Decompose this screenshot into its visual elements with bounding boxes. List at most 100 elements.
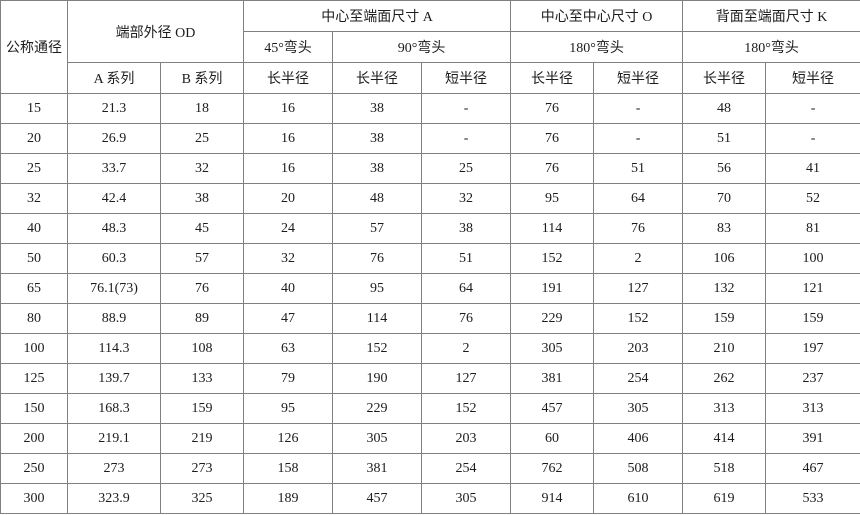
dimension-cell: 108 xyxy=(159,333,245,364)
header-180k-long-radius: 长半径 xyxy=(682,62,767,94)
table-row: 125 139.7 133 79 190 127 381 254 262 237 xyxy=(0,363,860,394)
dimension-cell: 254 xyxy=(421,453,512,484)
dimension-cell: 139.7 xyxy=(67,363,161,394)
dimension-cell: 25 xyxy=(159,123,245,154)
nominal-diameter-cell: 100 xyxy=(0,333,68,364)
header-elbow-180-center: 180°弯头 xyxy=(510,31,684,63)
dimension-cell: 51 xyxy=(421,243,512,274)
header-od-group: 端部外径 OD xyxy=(66,0,245,63)
table-row: 40 48.3 45 24 57 38 114 76 83 81 xyxy=(0,213,860,244)
dimension-cell: 313 xyxy=(682,393,767,424)
dimension-cell: 406 xyxy=(593,423,684,454)
dimension-cell: 45 xyxy=(159,213,245,244)
header-series-a: A 系列 xyxy=(67,62,161,94)
dimension-cell: 70 xyxy=(682,183,767,214)
header-center-to-center-group: 中心至中心尺寸 O xyxy=(510,0,684,32)
dimension-cell: 38 xyxy=(332,153,423,184)
dimension-cell: 133 xyxy=(159,363,245,394)
table-row: 200 219.1 219 126 305 203 60 406 414 391 xyxy=(0,423,860,454)
dimension-cell: 191 xyxy=(510,273,595,304)
dimension-cell: 32 xyxy=(421,183,512,214)
table-row: 15 21.3 18 16 38-76-48- xyxy=(0,93,860,124)
header-series-b: B 系列 xyxy=(159,62,245,94)
dimension-cell: 197 xyxy=(765,333,860,364)
table-row: 20 26.9 25 16 38-76-51- xyxy=(0,123,860,154)
dimension-cell: 132 xyxy=(682,273,767,304)
dimension-cell: 64 xyxy=(421,273,512,304)
nominal-diameter-cell: 50 xyxy=(0,243,68,274)
dimension-cell: 323.9 xyxy=(67,483,161,514)
dimension-cell: 152 xyxy=(593,303,684,334)
dimension-cell: 60.3 xyxy=(67,243,161,274)
dimension-cell: 38 xyxy=(421,213,512,244)
dimension-cell: 21.3 xyxy=(67,93,161,124)
dimension-cell: 325 xyxy=(159,483,245,514)
dimension-cell: 64 xyxy=(593,183,684,214)
dimension-cell: 60 xyxy=(510,423,595,454)
table-row: 32 42.4 38 20 48 32 95 64 70 52 xyxy=(0,183,860,214)
header-180o-long-radius: 长半径 xyxy=(510,62,595,94)
dimension-cell: 127 xyxy=(421,363,512,394)
dimension-cell: 51 xyxy=(682,123,767,154)
table-row: 150 168.3 159 95 229 152 457 305 313 313 xyxy=(0,393,860,424)
dimension-cell: 76 xyxy=(510,123,595,154)
table-row: 50 60.3 57 32 76 51 152 2 106 100 xyxy=(0,243,860,274)
dimension-cell: 168.3 xyxy=(67,393,161,424)
dimension-cell: 305 xyxy=(421,483,512,514)
dimension-cell: 127 xyxy=(593,273,684,304)
dimension-cell: 313 xyxy=(765,393,860,424)
dimension-cell: 237 xyxy=(765,363,860,394)
dimension-cell: 18 xyxy=(159,93,245,124)
nominal-diameter-cell: 300 xyxy=(0,483,68,514)
header-back-to-end-group: 背面至端面尺寸 K xyxy=(682,0,860,32)
dimension-cell: 121 xyxy=(765,273,860,304)
dimension-cell: 610 xyxy=(593,483,684,514)
dimension-cell: 32 xyxy=(159,153,245,184)
dimension-cell: 81 xyxy=(765,213,860,244)
dimension-cell: 229 xyxy=(332,393,423,424)
header-row-elbows: 45°弯头 90°弯头 180°弯头 180°弯头 xyxy=(1,31,860,63)
dimension-cell: 219.1 xyxy=(67,423,161,454)
dimension-cell: 16 xyxy=(243,123,334,154)
header-row-groups: 公称通径 端部外径 OD 中心至端面尺寸 A 中心至中心尺寸 O 背面至端面尺寸… xyxy=(0,0,860,94)
dimension-cell: 203 xyxy=(421,423,512,454)
nominal-diameter-cell: 125 xyxy=(0,363,68,394)
dimension-cell: - xyxy=(593,123,684,154)
dimension-cell: 76 xyxy=(332,243,423,274)
dimension-cell: 210 xyxy=(682,333,767,364)
dimension-cell: 38 xyxy=(332,123,423,154)
dimension-cell: 619 xyxy=(682,483,767,514)
header-180k-short-radius: 短半径 xyxy=(765,62,860,94)
dimension-cell: 254 xyxy=(593,363,684,394)
dimension-cell: - xyxy=(765,93,860,124)
dimension-cell: 56 xyxy=(682,153,767,184)
dimension-cell: 219 xyxy=(159,423,245,454)
dimension-cell: 273 xyxy=(67,453,161,484)
dimension-cell: 42.4 xyxy=(67,183,161,214)
table-row: 300 323.9 325 189 457 305 914 610 619 533 xyxy=(0,483,860,514)
dimension-cell: 467 xyxy=(765,453,860,484)
dimension-cell: 95 xyxy=(510,183,595,214)
dimension-cell: 51 xyxy=(593,153,684,184)
dimension-cell: 26.9 xyxy=(67,123,161,154)
dimension-cell: 114.3 xyxy=(67,333,161,364)
dimension-cell: 88.9 xyxy=(67,303,161,334)
header-90-long-radius: 长半径 xyxy=(332,62,423,94)
dimension-cell: 40 xyxy=(243,273,334,304)
dimension-cell: 16 xyxy=(243,153,334,184)
dimension-cell: - xyxy=(593,93,684,124)
dimension-cell: - xyxy=(765,123,860,154)
nominal-diameter-cell: 32 xyxy=(0,183,68,214)
header-180o-short-radius: 短半径 xyxy=(593,62,684,94)
dimension-cell: 159 xyxy=(765,303,860,334)
dimension-cell: 159 xyxy=(682,303,767,334)
dimension-cell: 305 xyxy=(593,393,684,424)
header-90-short-radius: 短半径 xyxy=(421,62,512,94)
header-45-long-radius: 长半径 xyxy=(243,62,334,94)
dimension-cell: 48.3 xyxy=(67,213,161,244)
dimension-cell: 76 xyxy=(510,93,595,124)
dimension-cell: 229 xyxy=(510,303,595,334)
nominal-diameter-cell: 80 xyxy=(0,303,68,334)
dimension-cell: 381 xyxy=(332,453,423,484)
